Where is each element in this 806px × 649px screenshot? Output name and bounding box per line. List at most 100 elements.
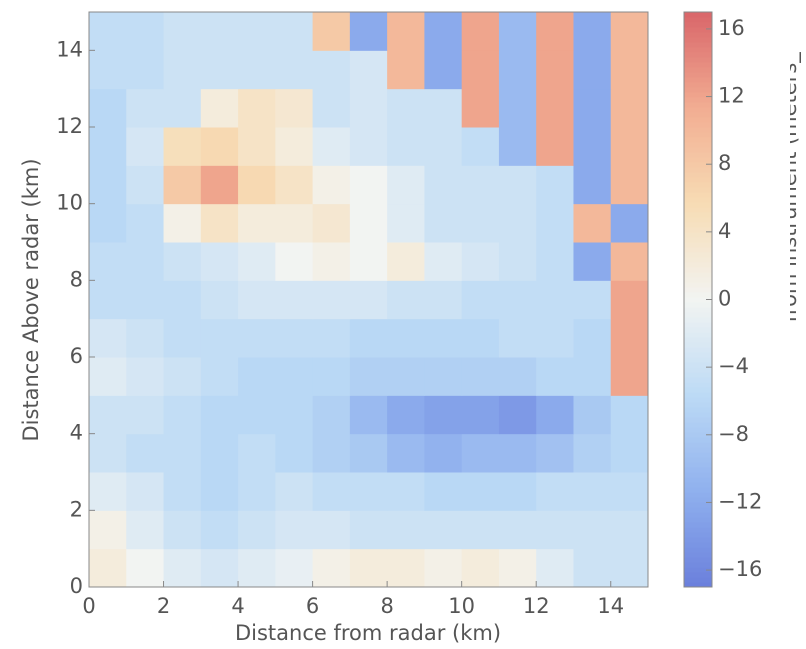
heatmap-cell — [312, 510, 351, 550]
heatmap-cell — [89, 433, 127, 473]
heatmap-cell — [163, 318, 202, 358]
colorbar-segment — [684, 457, 712, 463]
colorbar-segment — [684, 27, 712, 33]
colorbar-segment — [684, 237, 712, 243]
heatmap-cell — [200, 127, 239, 166]
heatmap-cell — [536, 318, 574, 358]
heatmap-cell — [163, 88, 202, 128]
heatmap-cell — [238, 165, 276, 205]
heatmap-cell — [498, 12, 537, 51]
heatmap-cell — [387, 242, 425, 281]
heatmap-cell — [163, 510, 202, 550]
heatmap-cell — [89, 127, 127, 166]
heatmap-cell — [573, 280, 612, 320]
heatmap-cell — [424, 88, 463, 128]
colorbar-segment — [684, 307, 712, 313]
heatmap-cell — [536, 472, 574, 511]
heatmap-cell — [349, 548, 388, 588]
colorbar-segment — [684, 182, 712, 188]
heatmap-cell — [461, 548, 500, 588]
colorbar-segment — [684, 447, 712, 453]
heatmap-cell — [312, 357, 351, 396]
heatmap-cell — [89, 548, 127, 588]
heatmap-cell — [349, 472, 388, 511]
colorbar-segment — [684, 37, 712, 43]
heatmap-cell — [238, 203, 276, 243]
plot-frame — [88, 11, 649, 588]
colorbar-segment — [684, 132, 712, 138]
heatmap-cell — [536, 242, 574, 281]
colorbar-segment — [684, 472, 712, 478]
heatmap-cell — [610, 510, 649, 550]
heatmap-cell — [89, 165, 127, 205]
colorbar-segment — [684, 402, 712, 408]
colorbar-segment — [684, 557, 712, 563]
heatmap-cell — [536, 510, 574, 550]
heatmap-cell — [498, 280, 537, 320]
heatmap-cell — [498, 242, 537, 281]
heatmap-cell — [461, 127, 500, 166]
heatmap-cell — [89, 318, 127, 358]
colorbar-segment — [684, 512, 712, 518]
colorbar-segment — [684, 172, 712, 178]
heatmap-cell — [200, 12, 239, 51]
heatmap-cell — [238, 50, 276, 90]
colorbar-segment — [684, 72, 712, 78]
heatmap-cell — [312, 50, 351, 90]
colorbar-segment — [684, 127, 712, 133]
heatmap-cell — [424, 472, 463, 511]
heatmap-cell — [536, 127, 574, 166]
heatmap-cell — [126, 242, 165, 281]
heatmap-cell — [424, 280, 463, 320]
heatmap-cell — [536, 50, 574, 90]
colorbar-segment — [684, 257, 712, 263]
colorbar-segment — [684, 92, 712, 98]
heatmap-cell — [349, 12, 388, 51]
heatmap-cell — [387, 280, 425, 320]
heatmap-cell — [238, 88, 276, 128]
heatmap-cell — [498, 510, 537, 550]
heatmap-cell — [573, 242, 612, 281]
colorbar-segment — [684, 582, 712, 588]
heatmap-cell — [200, 395, 239, 435]
colorbar-segment — [684, 217, 712, 223]
x-tick-label: 8 — [380, 594, 393, 618]
heatmap-cell — [387, 357, 425, 396]
heatmap-cell — [312, 280, 351, 320]
colorbar-segment — [684, 317, 712, 323]
heatmap-cell — [498, 548, 537, 588]
heatmap-cell — [536, 88, 574, 128]
colorbar-segment — [684, 277, 712, 283]
heatmap-cell — [275, 510, 314, 550]
heatmap-cell — [536, 395, 574, 435]
x-axis-label: Distance from radar (km) — [235, 621, 501, 645]
colorbar-segment — [684, 347, 712, 353]
heatmap-cell — [498, 50, 537, 90]
heatmap-cell — [312, 88, 351, 128]
colorbar-segment — [684, 82, 712, 88]
heatmap-cell — [387, 548, 425, 588]
heatmap-cell — [498, 318, 537, 358]
heatmap-cell — [387, 165, 425, 205]
heatmap-cell — [573, 165, 612, 205]
colorbar-segment — [684, 262, 712, 268]
heatmap-cell — [349, 88, 388, 128]
colorbar-segment — [684, 197, 712, 203]
heatmap-cell — [349, 203, 388, 243]
heatmap-cell — [89, 357, 127, 396]
heatmap-cell — [573, 88, 612, 128]
heatmap-cell — [498, 433, 537, 473]
heatmap-cell — [163, 127, 202, 166]
colorbar-segment — [684, 22, 712, 28]
colorbar-tick-label: 12 — [718, 84, 745, 108]
colorbar-segment — [684, 332, 712, 338]
colorbar-segment — [684, 542, 712, 548]
heatmap-cell — [349, 357, 388, 396]
heatmap-cell — [238, 12, 276, 51]
heatmap-cell — [275, 280, 314, 320]
heatmap-cell — [573, 12, 612, 51]
colorbar-segment — [684, 517, 712, 523]
heatmap-cell — [238, 318, 276, 358]
heatmap-cell — [573, 127, 612, 166]
colorbar-segment — [684, 342, 712, 348]
